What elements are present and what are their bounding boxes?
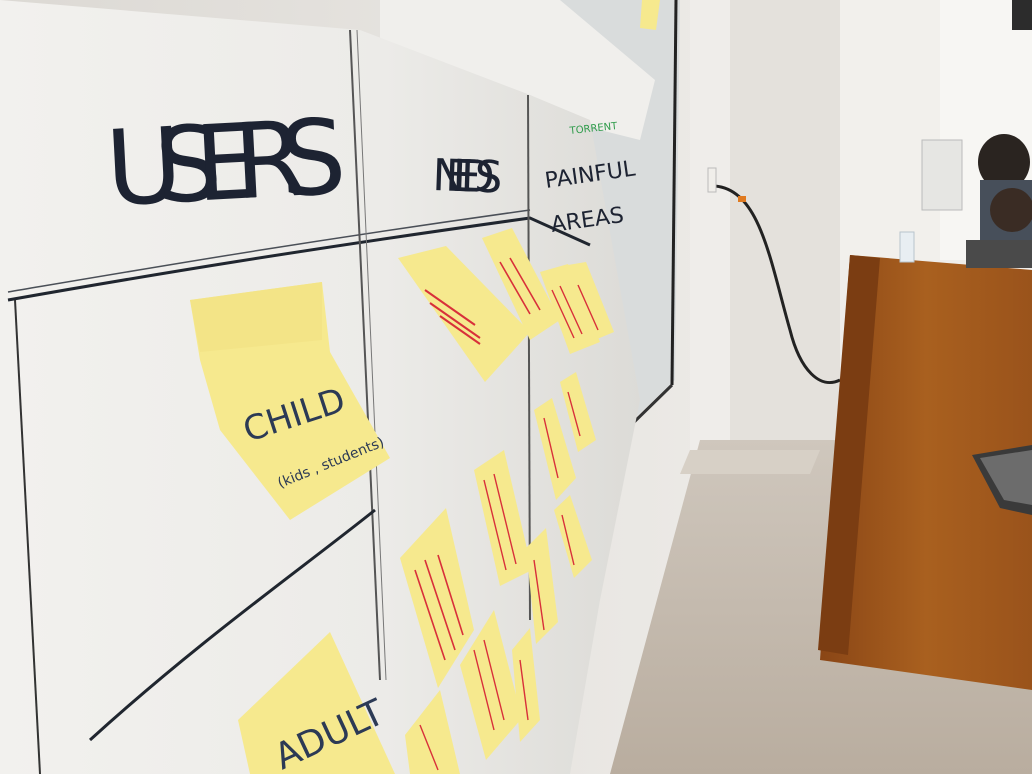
sticky-note-needs-1 [398,246,530,382]
sticky-note-needs-2 [482,228,560,340]
column-headers: USERS NEEDS PAINFUL AREAS TORRENT [103,96,638,238]
sticky-note-needs-3 [540,264,600,354]
phone-foreground [972,445,1032,515]
sticky-notes: CHILD (kids , students) ADULT [190,0,660,774]
header-users: USERS [103,96,349,230]
sticky-note-lower-6 [560,372,596,452]
sticky-note-lower-2 [474,450,532,586]
sticky-note-needs-4 [568,262,614,342]
sticky-note-lower-4 [405,690,460,774]
sticky-note-lower-7 [526,528,558,644]
header-needs: NEEDS [432,150,504,203]
sticky-note-lower-9 [512,628,540,742]
sticky-note-adult: ADULT [238,632,395,774]
header-green-label: TORRENT [568,121,619,137]
sticky-note-lower-1 [400,508,474,688]
sticky-note-lower-3 [460,610,522,760]
sticky-note-top-right [640,0,660,30]
sticky-note-lower-8 [554,495,592,578]
sticky-note-lower-5 [534,398,576,500]
person-head [978,134,1032,240]
podium-area [818,0,1032,690]
